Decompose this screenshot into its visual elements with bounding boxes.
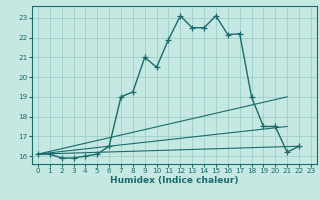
- X-axis label: Humidex (Indice chaleur): Humidex (Indice chaleur): [110, 176, 239, 185]
